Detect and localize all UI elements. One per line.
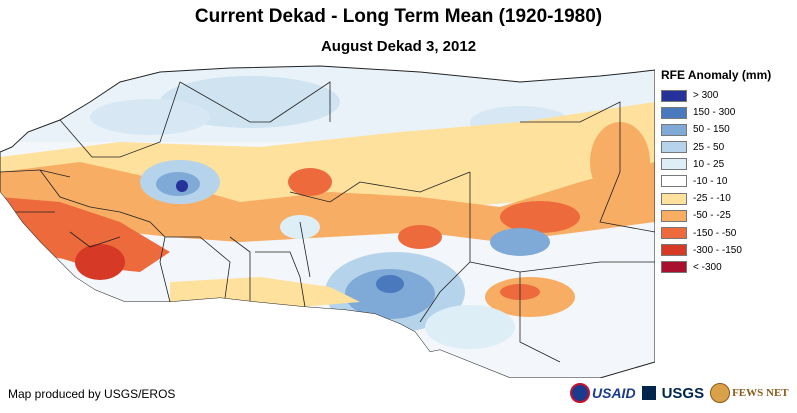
legend-swatch: [661, 106, 687, 119]
legend-label: 50 - 150: [693, 124, 730, 136]
legend-label: > 300: [693, 90, 719, 101]
legend-item: 25 - 50: [661, 140, 795, 155]
legend-swatch: [661, 175, 687, 188]
legend-label: -150 - -50: [693, 227, 737, 239]
legend-swatch: [661, 141, 687, 154]
fews-net-logo: FEWS NET: [704, 383, 789, 403]
legend-swatch: [661, 158, 687, 171]
legend-swatch: [661, 227, 687, 239]
legend-item: -10 - 10: [661, 174, 795, 189]
usaid-seal-icon: [570, 383, 590, 403]
map-credit: Map produced by USGS/EROS: [8, 387, 176, 401]
legend-swatch: [661, 244, 687, 257]
legend-swatch: [661, 209, 687, 222]
logo-strip: USAID USGS FEWS NET: [570, 378, 795, 408]
legend-label: -300 - -150: [693, 244, 742, 256]
legend-item: -300 - -150: [661, 243, 795, 258]
legend-item: -50 - -25: [661, 208, 795, 223]
anomaly-map-svg: [0, 65, 656, 379]
legend-item: -25 - -10: [661, 191, 795, 206]
usaid-logo: USAID: [570, 383, 636, 403]
usgs-wave-icon: [641, 386, 656, 400]
map-title: Current Dekad - Long Term Mean (1920-198…: [194, 6, 603, 27]
legend-title: RFE Anomaly (mm): [661, 68, 772, 82]
legend-label: 25 - 50: [693, 141, 725, 153]
legend-swatch: [661, 123, 687, 136]
map-subtitle: August Dekad 3, 2012: [320, 38, 477, 55]
legend-item: -150 - -50: [661, 226, 795, 241]
legend-swatch: [661, 89, 687, 102]
ocean-south: [0, 192, 510, 378]
legend-item: 150 - 300: [661, 105, 795, 120]
legend-label: 10 - 25: [693, 158, 725, 170]
country-borders: [0, 81, 656, 363]
fews-globe-icon: [710, 383, 731, 403]
legend-item: 50 - 150: [661, 122, 795, 137]
legend-item: 10 - 25: [661, 157, 795, 172]
legend: RFE Anomaly (mm) > 300 150 - 300 50 - 150 2…: [661, 68, 795, 277]
legend-label: -25 - -10: [693, 193, 731, 205]
legend-label: -10 - 10: [693, 175, 728, 187]
legend-label: 150 - 300: [693, 107, 736, 119]
usgs-logo: USGS: [636, 385, 704, 402]
legend-label: -50 - -25: [693, 210, 731, 222]
legend-item: < -300: [661, 260, 795, 275]
legend-swatch: [661, 192, 687, 205]
legend-label: < -300: [693, 261, 722, 273]
legend-swatch: [661, 261, 687, 274]
legend-item: > 300: [661, 88, 795, 103]
anomaly-map: [0, 62, 656, 379]
